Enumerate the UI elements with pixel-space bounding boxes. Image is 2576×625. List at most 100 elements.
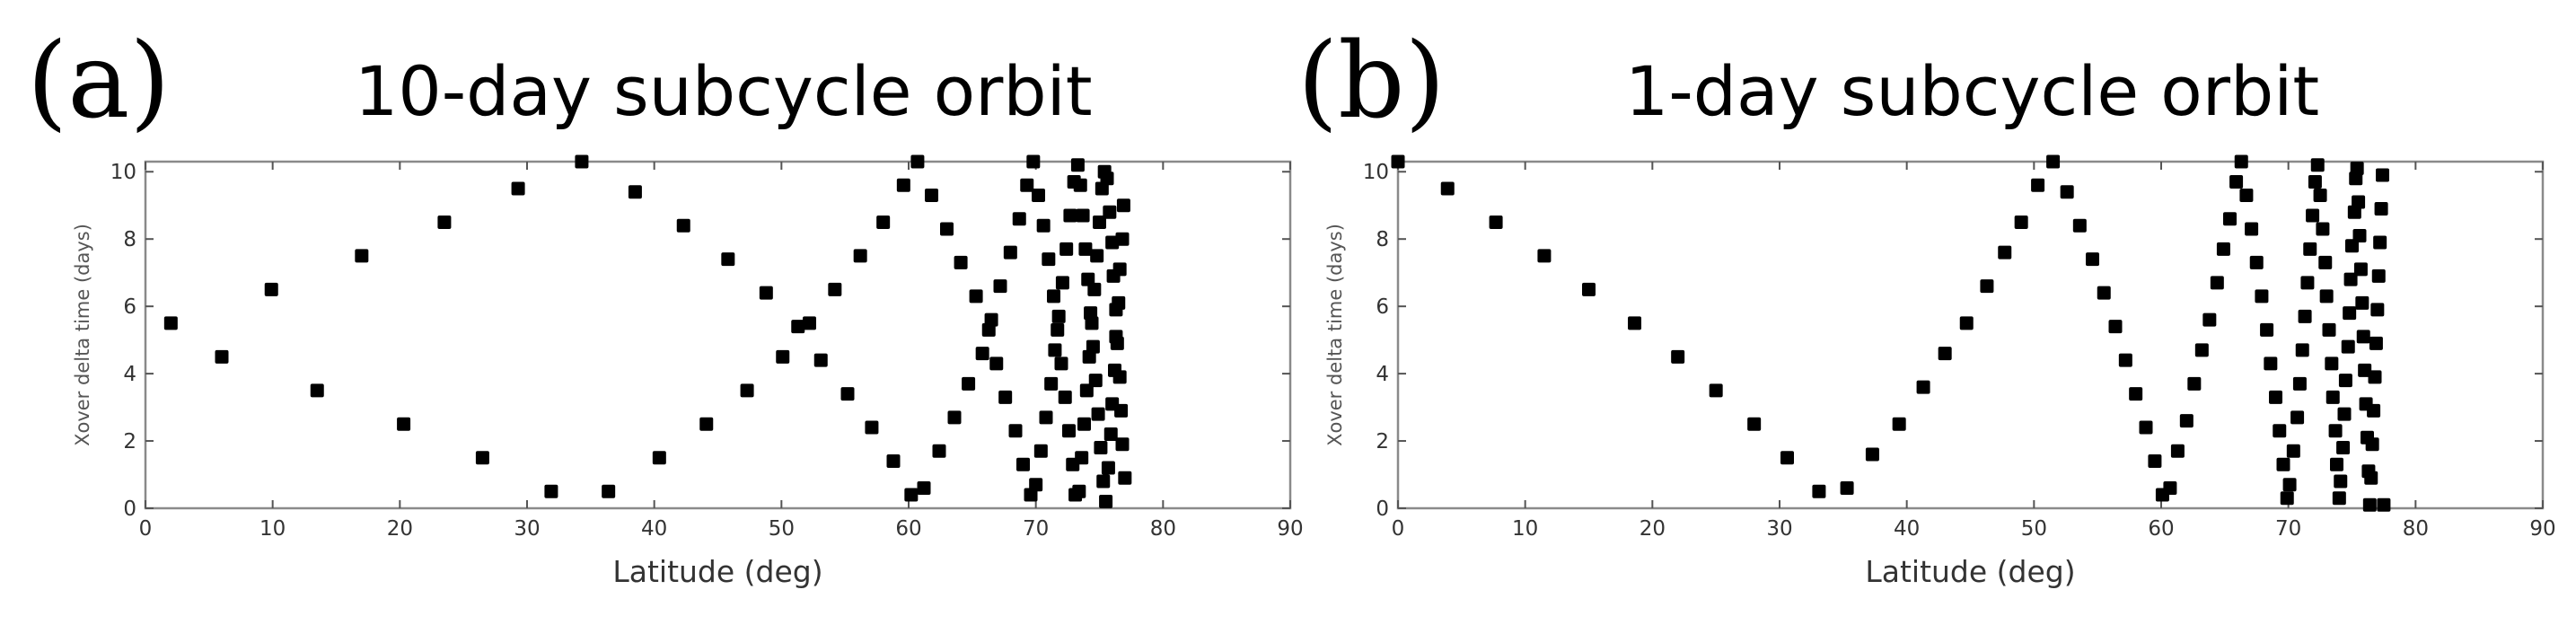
y-tick-label-b: 10 (1363, 161, 1389, 184)
data-point-a (355, 249, 369, 263)
data-point-b (2194, 343, 2209, 357)
data-point-b (2245, 222, 2259, 236)
x-axis-label-b: Latitude (deg) (1865, 554, 2075, 589)
data-point-b (2031, 178, 2045, 192)
data-point-b (2362, 497, 2377, 512)
data-point-b (2060, 185, 2074, 199)
data-point-b (1840, 481, 1854, 496)
data-point-b (2273, 424, 2287, 438)
y-tick-label-a: 8 (123, 228, 136, 251)
data-point-a (215, 349, 229, 364)
data-point-a (813, 353, 828, 367)
data-point-a (544, 484, 558, 498)
data-point-b (2318, 255, 2333, 269)
data-point-b (2139, 420, 2153, 435)
x-tick-label-b: 10 (1512, 517, 1538, 541)
plot-frame-a (144, 160, 1292, 510)
data-point-a (1110, 336, 1124, 350)
data-point-a (1055, 276, 1069, 290)
data-point-b (2332, 491, 2346, 506)
data-point-a (876, 215, 891, 229)
data-point-b (2210, 276, 2224, 290)
data-point-b (2377, 497, 2391, 512)
x-tick-label-a: 20 (387, 517, 413, 541)
data-point-b (2046, 154, 2061, 169)
data-point-a (721, 252, 735, 267)
x-tick-label-b: 40 (1894, 517, 1920, 541)
data-point-b (2371, 268, 2386, 283)
data-point-a (1093, 215, 1106, 229)
data-point-a (1054, 357, 1068, 371)
x-tick-label-a: 80 (1150, 517, 1176, 541)
data-point-b (1628, 316, 1641, 330)
data-point-b (2334, 474, 2348, 489)
data-point-b (2170, 444, 2185, 458)
data-point-b (2365, 437, 2379, 452)
x-tick-label-a: 70 (1023, 517, 1049, 541)
data-point-b (1582, 282, 1596, 296)
y-tick-label-a: 10 (110, 161, 136, 184)
x-tick-label-b: 0 (1392, 517, 1405, 541)
data-point-b (2014, 215, 2028, 229)
x-tick-label-b: 50 (2021, 517, 2047, 541)
data-point-b (1938, 347, 1952, 361)
data-point-b (2310, 158, 2325, 172)
data-point-a (791, 320, 805, 334)
data-point-a (602, 484, 616, 498)
data-point-b (2286, 444, 2300, 458)
data-point-b (1892, 417, 1906, 431)
data-point-a (1085, 316, 1099, 330)
data-point-a (910, 154, 925, 169)
data-point-b (1489, 215, 1503, 229)
y-axis-label-b: Xover delta time (days) (1324, 224, 1346, 446)
data-point-b (2298, 309, 2312, 323)
data-point-a (1112, 295, 1126, 310)
y-tick-label-b: 4 (1376, 363, 1389, 386)
data-point-b (2330, 457, 2343, 471)
plot-area-a: 0 10 20 30 40 50 60 70 80 90 0 2 4 6 8 10 Latitude (deg)… (72, 154, 1304, 589)
data-point-b (2223, 212, 2237, 226)
x-tick-label-b: 30 (1766, 517, 1792, 541)
data-point-b (1671, 349, 1685, 364)
data-point-a (437, 215, 452, 229)
data-point-a (699, 417, 714, 431)
data-point-a (1079, 383, 1094, 398)
data-point-a (1077, 417, 1091, 431)
data-point-b (2148, 454, 2162, 469)
data-point-a (1059, 242, 1074, 256)
data-point-b (2300, 276, 2315, 290)
x-tick-label-a: 0 (139, 517, 153, 541)
data-point-a (1090, 249, 1104, 263)
data-point-a (628, 185, 642, 199)
panel-label-a: (a) (27, 21, 171, 142)
data-point-a (397, 417, 411, 431)
data-point-a (1087, 282, 1102, 296)
data-point-a (1105, 235, 1120, 250)
data-point-b (1537, 249, 1552, 263)
data-point-b (2353, 262, 2368, 277)
data-point-b (2216, 242, 2230, 256)
data-point-a (998, 390, 1013, 404)
data-point-a (886, 454, 901, 469)
data-point-a (1012, 212, 1026, 226)
data-point-b (2328, 424, 2343, 438)
data-point-b (2322, 322, 2336, 337)
data-point-a (975, 347, 989, 361)
y-tick-label-a: 4 (123, 363, 136, 386)
data-point-b (2306, 208, 2320, 223)
data-point-b (2292, 376, 2307, 391)
data-point-a (828, 282, 842, 296)
data-point-a (1076, 208, 1090, 223)
data-point-b (2086, 252, 2099, 267)
data-point-b (2255, 289, 2269, 304)
data-point-a (1048, 343, 1062, 357)
data-point-a (1088, 374, 1103, 388)
data-point-a (1063, 208, 1077, 223)
plot-frame-b (1396, 160, 2545, 510)
data-point-a (947, 410, 962, 425)
data-point-b (2229, 174, 2244, 189)
data-point-b (1391, 154, 1405, 169)
data-point-b (2319, 289, 2334, 304)
data-point-a (1103, 205, 1117, 219)
data-point-a (1115, 437, 1130, 452)
